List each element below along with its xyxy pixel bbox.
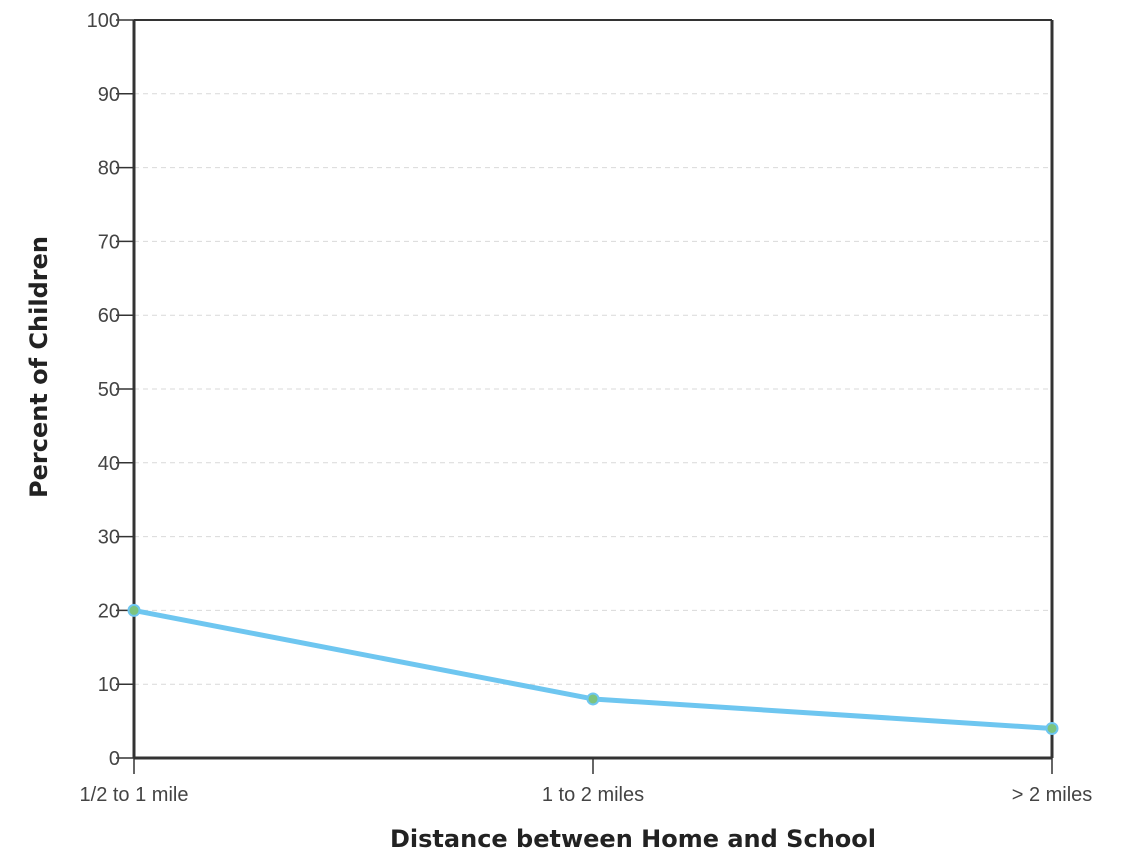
data-point — [586, 692, 600, 706]
tick-labels: 0 10 20 30 40 50 60 70 80 90 100 1/2 to 1 mile 1 to … — [80, 10, 1093, 806]
y-tick-label: 100 — [87, 10, 120, 32]
axes — [116, 19, 1054, 774]
grid-lines — [134, 93, 1052, 685]
y-tick-label: 70 — [98, 231, 120, 253]
y-axis-title: Percent of Children — [25, 236, 53, 498]
x-tick-label: 1/2 to 1 mile — [80, 784, 189, 806]
y-tick-label: 50 — [98, 379, 120, 401]
x-tick-label: > 2 miles — [1012, 784, 1093, 806]
y-tick-label: 60 — [98, 305, 120, 327]
y-tick-label: 80 — [98, 158, 120, 180]
y-tick-label: 40 — [98, 453, 120, 475]
y-tick-label: 20 — [98, 600, 120, 622]
series-line — [131, 607, 1055, 731]
x-tick-label: 1 to 2 miles — [542, 784, 644, 806]
y-tick-label: 0 — [109, 748, 120, 770]
y-tick-label: 90 — [98, 84, 120, 106]
y-tick-label: 10 — [98, 674, 120, 696]
y-tick-label: 30 — [98, 527, 120, 549]
data-point — [127, 603, 141, 617]
x-axis-title: Distance between Home and School — [390, 825, 876, 853]
series-layer — [127, 603, 1059, 735]
data-point — [1045, 721, 1059, 735]
